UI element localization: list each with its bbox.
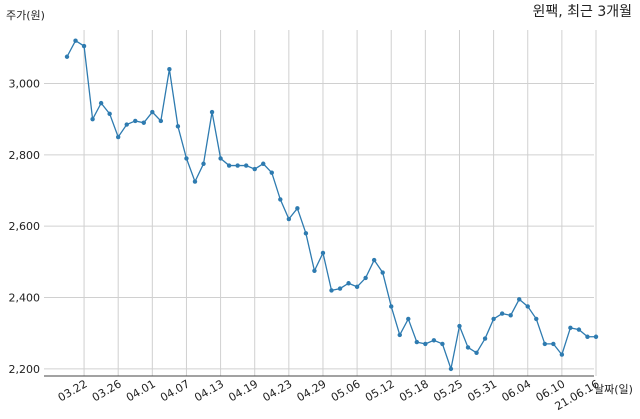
- data-point: [371, 257, 377, 263]
- data-point: [133, 118, 138, 124]
- data-point: [286, 216, 292, 222]
- data-point: [517, 297, 522, 302]
- data-point: [491, 316, 496, 322]
- x-tick-label: 04.07: [158, 377, 192, 404]
- data-point: [346, 281, 351, 286]
- data-point: [252, 166, 257, 172]
- data-point: [295, 206, 300, 211]
- data-point: [551, 341, 556, 347]
- data-point: [167, 67, 172, 72]
- data-point: [320, 250, 326, 256]
- data-point: [363, 275, 368, 281]
- x-tick-label: 05.12: [363, 377, 397, 404]
- data-point: [593, 334, 599, 339]
- data-point: [457, 323, 462, 329]
- data-point: [585, 334, 590, 339]
- x-axis-title: 날짜(일): [594, 382, 633, 396]
- y-axis-title: 주가(원): [6, 9, 45, 22]
- price-points: [64, 38, 599, 372]
- data-point: [389, 304, 394, 309]
- data-point: [312, 268, 317, 273]
- data-point: [431, 338, 437, 343]
- data-point: [107, 111, 112, 117]
- data-point: [73, 38, 78, 43]
- data-point: [465, 345, 471, 350]
- data-point: [423, 341, 428, 347]
- data-point: [158, 118, 164, 124]
- data-point: [542, 341, 548, 347]
- x-tick-label: 04.01: [124, 377, 158, 404]
- x-tick-label: 05.06: [329, 377, 363, 404]
- data-point: [534, 316, 539, 322]
- data-point: [184, 156, 189, 161]
- grid: [44, 30, 597, 376]
- price-series-line: [66, 39, 596, 372]
- chart-title: 윈팩, 최근 3개월: [532, 4, 632, 20]
- data-point: [150, 109, 155, 115]
- data-point: [269, 170, 274, 175]
- data-point: [337, 286, 343, 291]
- data-point: [508, 313, 513, 318]
- data-point: [90, 116, 95, 122]
- x-tick-label: 03.26: [90, 377, 124, 404]
- data-point: [482, 336, 488, 341]
- data-point: [226, 163, 232, 168]
- data-point: [448, 366, 454, 372]
- data-point: [303, 231, 309, 236]
- data-point: [440, 341, 445, 347]
- x-tick-label: 05.25: [431, 377, 465, 404]
- data-point: [406, 316, 411, 322]
- data-point: [380, 270, 385, 275]
- y-tick-label: 2,600: [9, 220, 41, 233]
- data-point: [261, 161, 266, 166]
- data-point: [354, 284, 360, 290]
- data-point: [124, 122, 129, 127]
- data-point: [235, 163, 240, 168]
- data-point: [243, 163, 249, 168]
- data-point: [397, 332, 402, 338]
- y-tick-label: 2,200: [9, 363, 41, 376]
- data-point: [576, 327, 582, 332]
- x-tick-label: 03.22: [56, 377, 90, 404]
- x-tick-label: 05.18: [397, 377, 431, 404]
- data-point: [568, 325, 573, 331]
- x-tick-label: 04.23: [261, 377, 295, 404]
- x-tick-label: 05.31: [465, 377, 499, 404]
- x-tick-labels: 03.22 03.26 04.01 04.07 04.13 04.19 04.23 04.29…: [56, 377, 602, 413]
- data-point: [474, 350, 479, 356]
- data-point: [414, 339, 420, 345]
- data-point: [209, 109, 215, 115]
- data-point: [278, 197, 283, 202]
- data-point: [499, 311, 505, 316]
- y-tick-label: 2,800: [9, 149, 41, 162]
- data-point: [201, 161, 206, 166]
- x-tick-label: 04.19: [226, 377, 260, 404]
- x-tick-label: 06.04: [499, 377, 533, 404]
- x-tick-label: 04.29: [295, 377, 329, 404]
- x-tick-label: 04.13: [192, 377, 226, 404]
- data-point: [115, 134, 121, 140]
- data-point: [81, 43, 87, 49]
- data-point: [98, 100, 104, 106]
- data-point: [192, 179, 198, 184]
- data-point: [64, 54, 70, 59]
- data-point: [141, 120, 146, 125]
- data-point: [525, 304, 530, 309]
- y-tick-labels: 2,200 2,400 2,600 2,800 3,000: [9, 78, 41, 376]
- y-tick-label: 2,400: [9, 292, 41, 305]
- y-tick-label: 3,000: [9, 78, 41, 91]
- data-point: [559, 352, 565, 357]
- data-point: [175, 124, 181, 129]
- data-point: [218, 156, 223, 161]
- data-point: [329, 288, 334, 293]
